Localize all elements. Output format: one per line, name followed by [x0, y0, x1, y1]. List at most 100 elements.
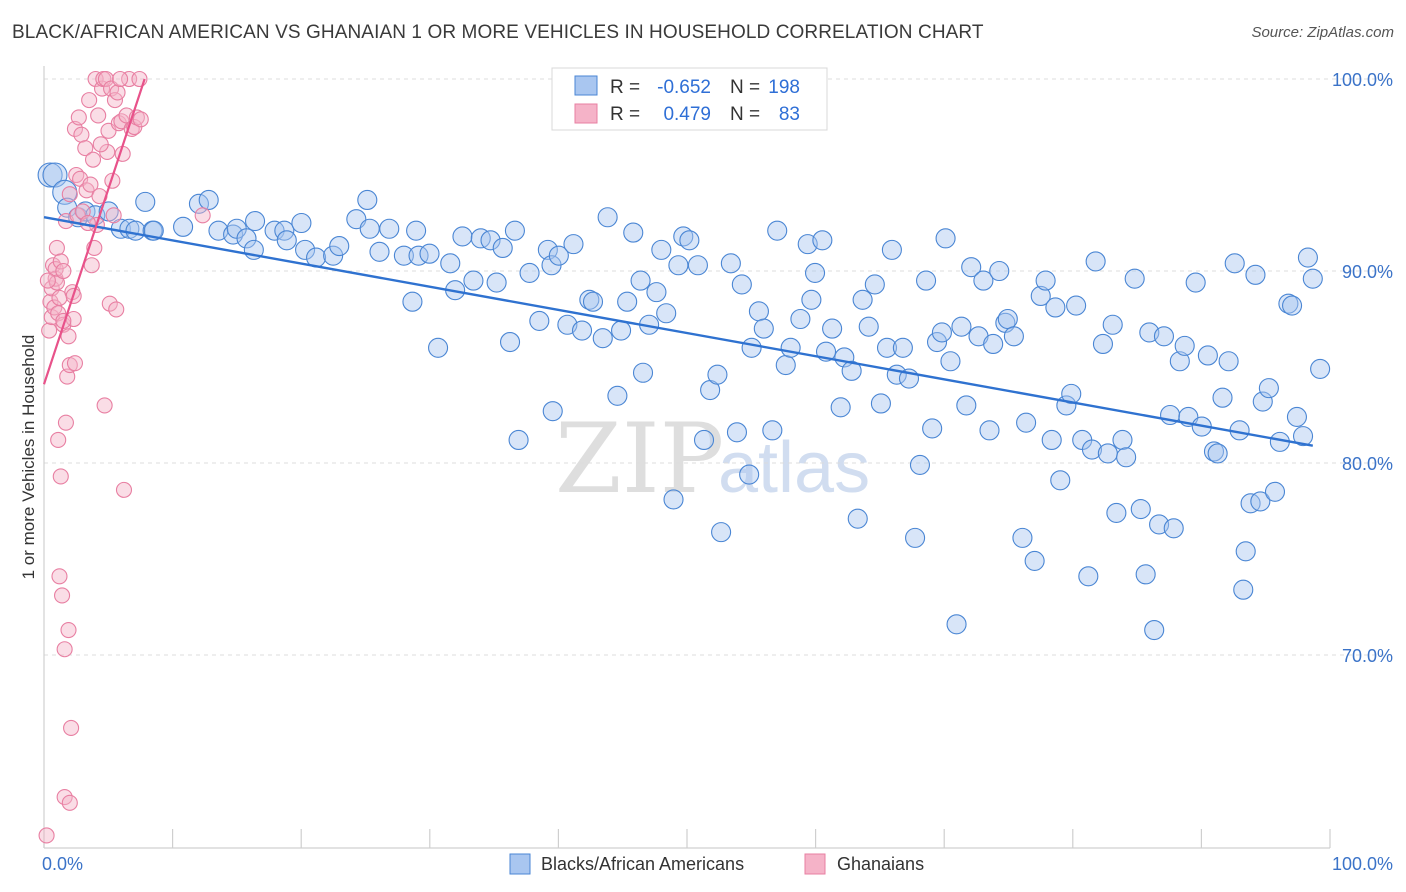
blacks-point-181: [1245, 264, 1266, 285]
series-legend-swatch-pink: [804, 853, 826, 875]
blacks-point-98: [801, 289, 822, 310]
chart-title: BLACK/AFRICAN AMERICAN VS GHANAIAN 1 OR …: [12, 22, 984, 43]
legend-r-label-1: R =: [610, 77, 640, 98]
ghanaians-point-56: [97, 70, 114, 88]
blacks-point-52: [508, 429, 529, 451]
blacks-point-37: [402, 291, 423, 312]
blacks-point-149: [1081, 439, 1103, 460]
ghanaians-point-65: [109, 84, 126, 101]
y-tick-label-1: 90.0%: [1342, 262, 1393, 282]
ghanaians-point-45: [82, 176, 99, 193]
ghanaians-point-13: [51, 568, 68, 585]
blacks-point-89: [741, 337, 762, 358]
ghanaians-point-20: [56, 641, 73, 658]
blacks-point-109: [864, 274, 885, 295]
ghanaians-point-62: [105, 207, 122, 224]
ghanaians-point-12: [50, 431, 67, 449]
blacks-point-159: [1135, 564, 1156, 585]
blacks-point-166: [1169, 351, 1190, 372]
blacks-point-81: [693, 429, 715, 451]
blacks-point-143: [1050, 470, 1071, 491]
blacks-point-90: [748, 301, 769, 322]
blacks-point-127: [961, 257, 982, 278]
blacks-point-174: [1212, 387, 1233, 408]
blacks-point-123: [940, 351, 961, 372]
blacks-point-152: [1097, 443, 1118, 464]
ghanaians-point-79: [112, 70, 129, 88]
blacks-point-76: [663, 489, 684, 510]
blacks-point-106: [847, 508, 868, 529]
ghanaians-point-68: [115, 481, 133, 498]
ghanaians-point-44: [81, 92, 98, 109]
x-tick-label-0: 0.0%: [42, 854, 83, 874]
watermark-zip: ZIP: [555, 403, 724, 515]
blacks-point-25: [276, 230, 297, 251]
blacks-point-192: [1302, 268, 1323, 289]
blacks-point-153: [1102, 314, 1123, 335]
blacks-point-179: [1235, 541, 1256, 562]
y-tick-label-3: 70.0%: [1342, 646, 1393, 666]
blacks-point-142: [1045, 297, 1066, 318]
blacks-point-67: [611, 320, 632, 341]
blacks-point-32: [357, 189, 378, 211]
blacks-point-29: [323, 245, 344, 266]
blacks-point-75: [656, 303, 677, 324]
ghanaians-point-42: [77, 140, 94, 157]
series-legend-swatch-blue: [509, 853, 531, 875]
blacks-point-51: [504, 220, 525, 241]
blacks-point-188: [1282, 295, 1303, 316]
ghanaians-point-29: [61, 794, 78, 811]
blacks-point-73: [646, 282, 667, 303]
ghanaians-point-25: [60, 328, 77, 345]
watermark: ZIP atlas: [555, 403, 870, 515]
trend-line-blacks: [43, 216, 1314, 447]
blacks-point-66: [607, 385, 628, 406]
blacks-point-182: [1250, 491, 1271, 512]
blacks-point-71: [632, 362, 654, 383]
blacks-point-79: [679, 230, 700, 251]
y-tick-label-2: 80.0%: [1342, 454, 1393, 474]
legend-n-value-1: 198: [768, 77, 800, 98]
blacks-point-130: [979, 420, 1000, 441]
blacks-point-124: [946, 614, 967, 635]
blacks-point-83: [707, 364, 728, 385]
watermark-atlas: atlas: [718, 428, 870, 508]
series-legend-label-blue: Blacks/African Americans: [541, 854, 744, 874]
ghanaians-point-27: [61, 186, 78, 203]
blacks-point-64: [592, 328, 613, 349]
blacks-point-171: [1197, 345, 1218, 366]
blacks-point-57: [542, 401, 563, 422]
blacks-point-148: [1078, 566, 1099, 587]
blacks-point-63: [582, 291, 604, 312]
blacks-point-50: [499, 331, 521, 353]
blacks-point-111: [876, 337, 898, 358]
blacks-point-77: [668, 255, 689, 276]
blacks-point-163: [1153, 326, 1175, 347]
blacks-point-114: [892, 337, 913, 358]
blacks-point-85: [720, 253, 741, 274]
blacks-point-134: [997, 308, 1018, 330]
blacks-point-132: [989, 260, 1010, 282]
blacks-point-154: [1106, 502, 1127, 523]
blacks-point-193: [1310, 358, 1331, 379]
y-tick-labels: 100.0% 90.0% 80.0% 70.0%: [1332, 70, 1393, 666]
ghanaians-point-1: [41, 322, 58, 339]
blacks-point-60: [563, 234, 584, 255]
blacks-point-55: [537, 239, 558, 260]
blacks-point-87: [731, 274, 752, 295]
blacks-point-18: [223, 224, 244, 245]
blacks-point-27: [295, 239, 316, 260]
blacks-point-103: [830, 397, 851, 418]
series-legend: Blacks/African Americans Ghanaians: [509, 853, 924, 875]
ghanaians-point-9: [48, 239, 65, 257]
blacks-point-45: [463, 270, 484, 291]
stats-legend-box: [551, 67, 828, 131]
blacks-point-137: [1016, 412, 1037, 433]
blacks-point-167: [1174, 335, 1195, 356]
blacks-point-41: [428, 337, 449, 358]
stats-legend: R = -0.652 N = 198 R = 0.479 N = 83: [551, 67, 828, 131]
blacks-point-121: [931, 322, 952, 343]
y-axis-label: 1 or more Vehicles in Household: [19, 335, 38, 580]
blacks-point-146: [1066, 295, 1087, 316]
blacks-point-110: [870, 393, 891, 414]
